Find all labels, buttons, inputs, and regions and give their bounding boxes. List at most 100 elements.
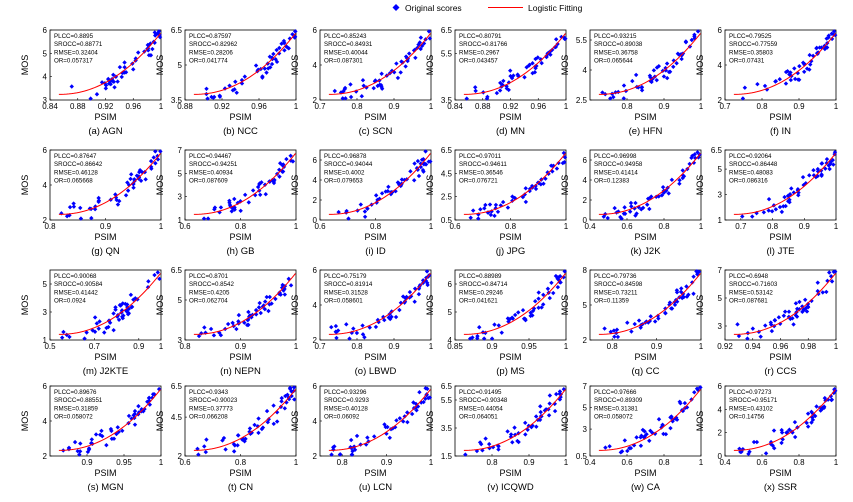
subplot-d: 0.84 0.88 0.92 0.96 1 3.5 5.5 6.5 PSIM MOS (d) MN P…	[425, 26, 569, 137]
scatter-point	[283, 393, 288, 399]
y-tick-label: 3	[718, 322, 723, 331]
scatter-point	[766, 208, 771, 213]
metric-text: SROCC=0.81766	[459, 41, 508, 48]
scatter-point	[792, 419, 798, 425]
scatter-point	[782, 309, 788, 314]
scatter-point	[362, 209, 368, 214]
scatter-point	[611, 328, 617, 333]
scatter-point	[777, 204, 783, 210]
scatter-point	[121, 313, 126, 318]
x-tick-label: 0.95	[521, 342, 537, 351]
scatter-point	[483, 436, 488, 441]
y-tick-label: 6.5	[711, 146, 723, 155]
scatter-point	[277, 45, 282, 51]
scatter-point	[523, 432, 528, 437]
scatter-point	[625, 448, 630, 454]
scatter-point	[677, 399, 682, 404]
scatter-point	[234, 326, 239, 332]
scatter-point	[350, 448, 355, 454]
scatter-point	[666, 191, 671, 196]
y-tick-label: 6	[718, 26, 723, 35]
scatter-point	[777, 76, 782, 82]
x-tick-label: 0.9	[235, 342, 247, 351]
scatter-points	[329, 269, 432, 341]
scatter-point	[412, 161, 417, 166]
scatter-point	[205, 216, 211, 221]
scatter-point	[781, 313, 787, 318]
scatter-point	[359, 94, 365, 99]
scatter-point	[264, 408, 270, 414]
subplot-caption: (o) LBWD	[355, 366, 397, 377]
metric-text: RMSE=0.4002	[324, 169, 365, 176]
scatter-point	[829, 31, 834, 36]
metric-text: SROCC=0.90584	[54, 281, 103, 288]
x-tick-label: 0.8	[658, 222, 670, 231]
subplot-caption: (m) J2KTE	[83, 366, 128, 377]
scatter-point	[116, 317, 122, 322]
metric-text: PLCC=0.97666	[594, 389, 637, 396]
scatter-point	[284, 156, 289, 162]
scatter-point	[751, 439, 757, 445]
scatter-point	[120, 428, 125, 433]
metric-text: OR=0.14756	[729, 414, 765, 421]
x-axis-label: PSIM	[634, 468, 656, 478]
subplot-s: 0.9 0.95 1 2 4 6 PSIM MOS (s) MGN PLCC=0.89676SRO…	[20, 382, 164, 493]
scatter-points	[196, 276, 294, 339]
metric-text: OR=0.087681	[729, 298, 768, 305]
scatter-point	[279, 41, 284, 46]
scatter-point	[621, 83, 627, 88]
metric-text: PLCC=0.79525	[729, 33, 772, 40]
y-axis-label: MOS	[20, 175, 30, 196]
subplot-caption: (u) LCN	[359, 482, 392, 493]
scatter-point	[792, 434, 798, 440]
scatter-point	[152, 272, 157, 278]
scatter-point	[288, 385, 293, 390]
y-tick-label: 3	[583, 425, 588, 434]
y-tick-label: 2	[718, 96, 723, 105]
y-tick-label: 0.5	[441, 216, 453, 225]
subplot-caption: (i) ID	[365, 246, 386, 257]
scatter-point	[747, 449, 752, 454]
scatter-point	[290, 32, 295, 37]
metric-text: PLCC=0.93296	[324, 389, 367, 396]
scatter-point	[246, 322, 251, 328]
metric-text: OR=0.064051	[459, 414, 498, 421]
scatter-point	[346, 216, 351, 221]
scatter-point	[645, 196, 651, 201]
scatter-point	[654, 77, 659, 83]
scatter-point	[820, 290, 825, 295]
scatter-point	[288, 153, 293, 158]
scatter-point	[803, 181, 808, 186]
scatter-point	[782, 194, 787, 200]
y-tick-label: 6	[43, 26, 48, 35]
scatter-point	[492, 322, 497, 327]
scatter-point	[674, 61, 679, 66]
x-tick-label: 1	[159, 342, 164, 351]
scatter-point	[510, 316, 515, 321]
x-axis-label: PSIM	[499, 468, 521, 478]
scatter-point	[481, 336, 487, 341]
x-tick-label: 0.9	[793, 102, 805, 111]
x-tick-label: 0.96	[251, 102, 267, 111]
scatter-point	[115, 79, 120, 84]
scatter-point	[815, 166, 821, 172]
scatter-point	[632, 206, 637, 211]
scatter-point	[249, 430, 254, 435]
scatter-point	[360, 323, 365, 328]
scatter-point	[742, 85, 748, 90]
x-tick-label: 0.8	[337, 458, 349, 467]
fit-curve	[598, 389, 701, 451]
scatter-point	[786, 199, 791, 204]
scatter-point	[680, 168, 685, 173]
y-tick-label: 6	[43, 382, 48, 391]
scatter-point	[262, 66, 267, 71]
scatter-point	[155, 153, 160, 159]
scatter-point	[413, 55, 418, 60]
scatter-point	[395, 75, 401, 81]
subplot-l: 0.7 0.8 0.9 1 1 3 5 6.5 PSIM MOS (l) JTE PLCC=0.920…	[695, 146, 839, 257]
scatter-point	[678, 401, 683, 406]
scatter-point	[797, 299, 802, 305]
scatter-point	[547, 295, 552, 301]
y-tick-label: 3	[718, 191, 723, 200]
scatter-point	[621, 211, 627, 216]
